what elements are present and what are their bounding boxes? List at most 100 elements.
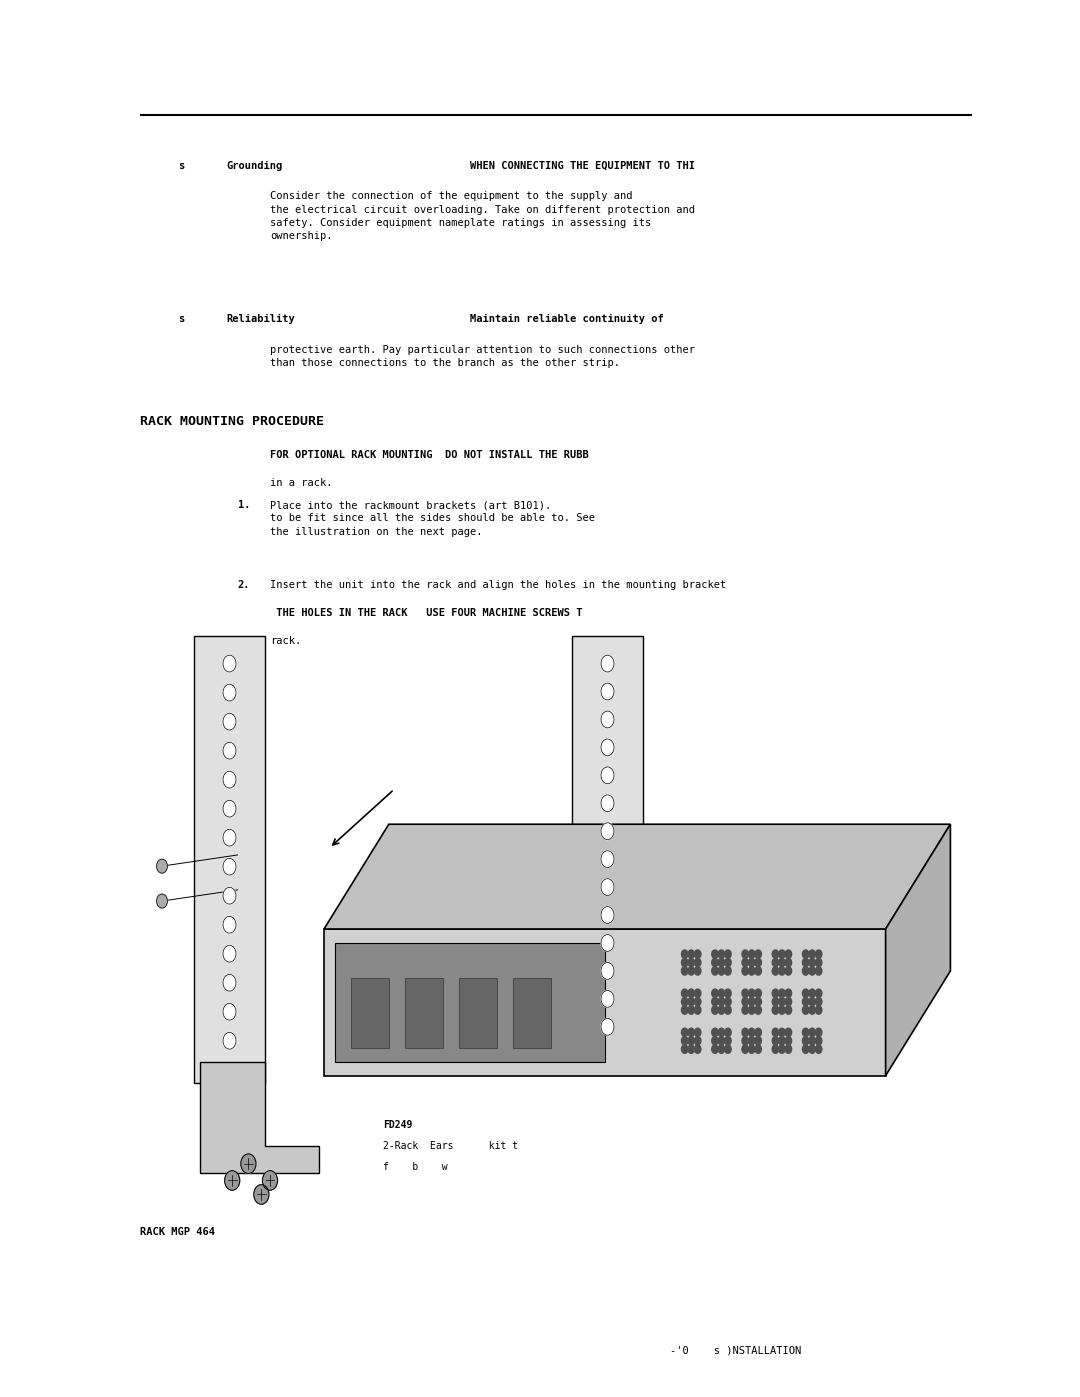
Circle shape (802, 1037, 809, 1045)
Circle shape (802, 989, 809, 997)
Circle shape (712, 950, 718, 958)
Text: RACK MGP 464: RACK MGP 464 (140, 1227, 215, 1236)
FancyBboxPatch shape (405, 978, 443, 1048)
Text: RACK MOUNTING PROCEDURE: RACK MOUNTING PROCEDURE (140, 415, 324, 427)
Circle shape (262, 1171, 278, 1190)
Circle shape (809, 967, 815, 975)
Circle shape (815, 989, 822, 997)
Circle shape (718, 989, 725, 997)
Text: in a rack.: in a rack. (270, 478, 333, 488)
Circle shape (779, 989, 785, 997)
FancyBboxPatch shape (194, 636, 265, 1083)
Text: FD249: FD249 (383, 1120, 413, 1130)
Circle shape (815, 1006, 822, 1014)
Circle shape (809, 1028, 815, 1037)
FancyBboxPatch shape (324, 929, 886, 1076)
Circle shape (224, 858, 237, 875)
Circle shape (600, 907, 613, 923)
Circle shape (157, 894, 167, 908)
FancyBboxPatch shape (351, 978, 389, 1048)
Circle shape (681, 1028, 688, 1037)
Circle shape (809, 1037, 815, 1045)
Circle shape (600, 851, 613, 868)
Circle shape (815, 1028, 822, 1037)
Circle shape (809, 950, 815, 958)
Circle shape (779, 1028, 785, 1037)
Circle shape (772, 967, 779, 975)
Circle shape (681, 1037, 688, 1045)
Circle shape (718, 958, 725, 967)
Circle shape (755, 989, 761, 997)
Circle shape (688, 967, 694, 975)
Circle shape (688, 989, 694, 997)
Circle shape (224, 742, 237, 759)
Circle shape (809, 1045, 815, 1053)
Circle shape (681, 1045, 688, 1053)
Circle shape (772, 958, 779, 967)
Circle shape (725, 1006, 731, 1014)
Circle shape (694, 1037, 701, 1045)
Circle shape (802, 950, 809, 958)
Circle shape (718, 967, 725, 975)
Circle shape (718, 997, 725, 1006)
Circle shape (755, 950, 761, 958)
Circle shape (742, 997, 748, 1006)
Text: Place into the rackmount brackets (art B101).
to be fit since all the sides shou: Place into the rackmount brackets (art B… (270, 500, 595, 536)
Circle shape (755, 967, 761, 975)
Circle shape (694, 1006, 701, 1014)
Circle shape (694, 950, 701, 958)
Circle shape (742, 1045, 748, 1053)
Circle shape (755, 958, 761, 967)
Circle shape (224, 714, 237, 731)
Circle shape (225, 1171, 240, 1190)
Circle shape (785, 997, 792, 1006)
Circle shape (681, 950, 688, 958)
Circle shape (809, 958, 815, 967)
Circle shape (779, 958, 785, 967)
Circle shape (224, 830, 237, 847)
Circle shape (224, 1032, 237, 1049)
Circle shape (742, 1028, 748, 1037)
Circle shape (688, 958, 694, 967)
Text: 2-Rack  Ears      kit t: 2-Rack Ears kit t (383, 1141, 518, 1151)
Circle shape (779, 1045, 785, 1053)
Circle shape (712, 1006, 718, 1014)
Text: Maintain reliable continuity of: Maintain reliable continuity of (470, 314, 663, 324)
FancyBboxPatch shape (572, 636, 643, 1069)
Circle shape (718, 1045, 725, 1053)
Circle shape (785, 967, 792, 975)
Circle shape (755, 1037, 761, 1045)
Text: protective earth. Pay particular attention to such connections other
than those : protective earth. Pay particular attenti… (270, 345, 696, 369)
Circle shape (224, 655, 237, 672)
Circle shape (694, 1045, 701, 1053)
Circle shape (712, 997, 718, 1006)
Circle shape (688, 1028, 694, 1037)
Circle shape (224, 946, 237, 963)
Circle shape (725, 1028, 731, 1037)
Circle shape (772, 1045, 779, 1053)
Circle shape (779, 997, 785, 1006)
Text: THE HOLES IN THE RACK   USE FOUR MACHINE SCREWS T: THE HOLES IN THE RACK USE FOUR MACHINE S… (270, 608, 582, 617)
Circle shape (688, 1006, 694, 1014)
Circle shape (718, 1028, 725, 1037)
Circle shape (718, 1006, 725, 1014)
Text: Grounding: Grounding (227, 161, 283, 170)
Circle shape (772, 997, 779, 1006)
Circle shape (742, 989, 748, 997)
Circle shape (742, 1006, 748, 1014)
Circle shape (688, 950, 694, 958)
Circle shape (681, 997, 688, 1006)
Circle shape (600, 739, 613, 756)
Text: -'0    s )NSTALLATION: -'0 s )NSTALLATION (670, 1345, 801, 1355)
Circle shape (600, 823, 613, 840)
Circle shape (725, 1037, 731, 1045)
Circle shape (712, 1045, 718, 1053)
FancyBboxPatch shape (335, 943, 605, 1062)
Circle shape (712, 989, 718, 997)
Circle shape (688, 1037, 694, 1045)
Circle shape (779, 1006, 785, 1014)
FancyBboxPatch shape (459, 978, 497, 1048)
Circle shape (815, 967, 822, 975)
Circle shape (802, 967, 809, 975)
Text: s: s (178, 161, 185, 170)
